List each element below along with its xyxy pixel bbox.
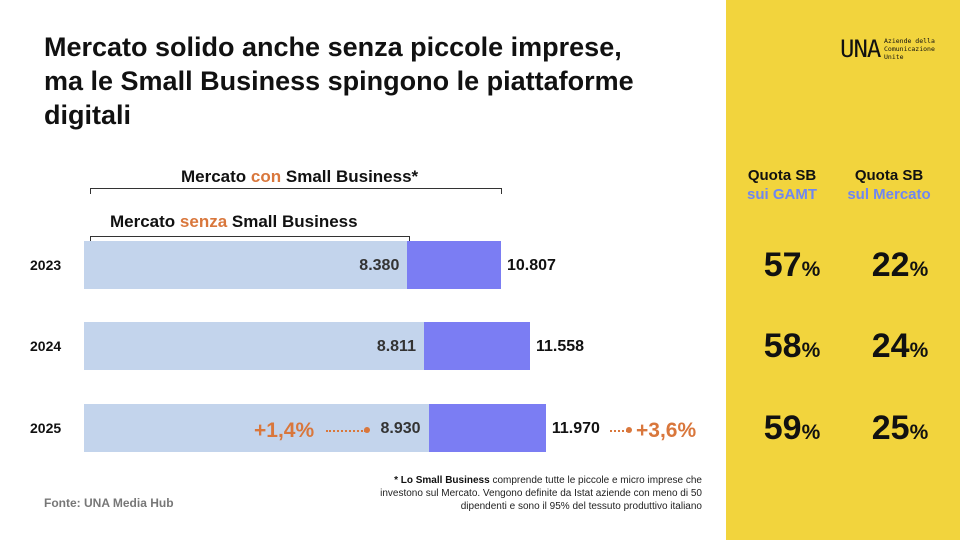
- share-header-line2: sul Mercato: [847, 186, 931, 203]
- growth-connector: [610, 430, 628, 432]
- bracket-with-sb: [90, 188, 502, 194]
- share-gamt-value: 59%: [763, 409, 821, 447]
- bar-without-sb: [84, 322, 424, 370]
- bar-without-sb: [84, 404, 429, 452]
- bar-small-business: [428, 404, 546, 452]
- value-label-without-sb: 8.930: [380, 420, 421, 437]
- logo-text-line: Aziende della: [884, 37, 935, 45]
- share-market-value: 24%: [871, 327, 929, 365]
- legend-with-sb: Mercato con Small Business*: [181, 167, 419, 186]
- percent-sign: %: [801, 258, 821, 281]
- value-label-without-sb: 8.811: [376, 338, 416, 355]
- share-market-value: 22%: [871, 246, 929, 284]
- title-line: ma le Small Business spingono le piattaf…: [44, 66, 634, 96]
- logo-text: Aziende della Comunicazione Unite: [884, 37, 935, 61]
- year-label: 2025: [30, 420, 62, 436]
- share-gamt-value: 57%: [763, 246, 821, 284]
- share-header-line2: sui GAMT: [747, 186, 817, 203]
- logo-text-line: Comunicazione: [884, 45, 935, 53]
- value-label-total: 10.807: [507, 257, 556, 274]
- una-logo: UNA Aziende della Comunicazione Unite: [840, 36, 955, 66]
- share-header-gamt: Quota SB sui GAMT: [730, 166, 834, 204]
- share-header-market: Quota SB sul Mercato: [834, 166, 944, 204]
- percent-sign: %: [801, 339, 821, 362]
- percent-sign: %: [909, 339, 929, 362]
- bracket-without-sb: [90, 236, 410, 242]
- value-label-without-sb: 8.380: [359, 257, 400, 274]
- share-header-line1: Quota SB: [747, 167, 817, 184]
- bar-small-business: [423, 322, 530, 370]
- growth-dot: [364, 427, 370, 433]
- growth-without-sb: +1,4%: [254, 419, 315, 442]
- share-panel: [726, 0, 960, 540]
- footnote-bold: * Lo Small Business: [394, 475, 490, 486]
- year-label: 2023: [30, 257, 62, 273]
- source-note: Fonte: UNA Media Hub: [44, 496, 174, 510]
- percent-sign: %: [909, 421, 929, 444]
- percent-sign: %: [801, 421, 821, 444]
- legend-highlight: senza: [179, 212, 228, 231]
- bar-without-sb: [84, 241, 408, 289]
- growth-connector: [326, 430, 366, 432]
- logo-mark: UNA: [840, 35, 881, 63]
- page-title: Mercato solido anche senza piccole impre…: [44, 30, 734, 132]
- value-label-total: 11.970: [551, 420, 600, 437]
- year-label: 2024: [30, 338, 62, 354]
- percent-sign: %: [909, 258, 929, 281]
- growth-dot: [626, 427, 632, 433]
- share-market-value: 25%: [871, 409, 929, 447]
- title-line: Mercato solido anche senza piccole impre…: [44, 32, 622, 62]
- share-header-line1: Quota SB: [854, 167, 924, 184]
- legend-highlight: con: [250, 167, 282, 186]
- title-line: digitali: [44, 100, 131, 130]
- share-gamt-value: 58%: [763, 327, 821, 365]
- value-label-total: 11.558: [535, 338, 585, 355]
- footnote: * Lo Small Business comprende tutte le p…: [380, 475, 702, 512]
- bar-small-business: [407, 241, 501, 289]
- growth-total: +3,6%: [636, 419, 697, 442]
- legend-without-sb: Mercato senza Small Business: [110, 212, 358, 231]
- logo-text-line: Unite: [884, 53, 904, 61]
